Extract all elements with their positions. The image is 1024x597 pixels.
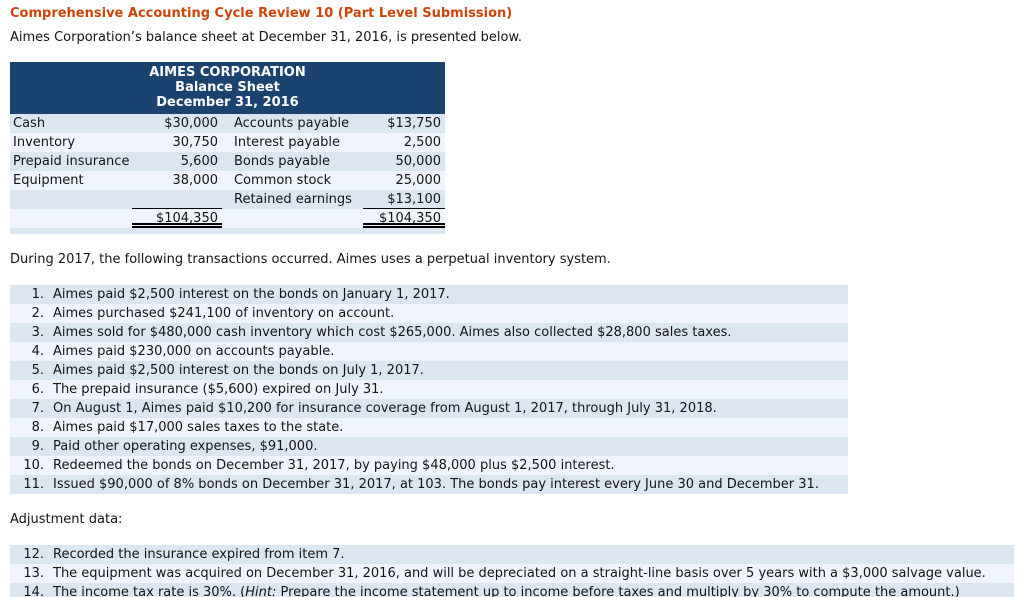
bs-asset-label: Cash: [13, 116, 46, 131]
item-number: 4.: [31, 344, 44, 359]
item-number: 9.: [31, 439, 44, 454]
bs-asset-amount: $30,000: [164, 116, 218, 131]
item-text: Paid other operating expenses, $91,000.: [53, 439, 318, 454]
item-text: The prepaid insurance ($5,600) expired o…: [53, 382, 384, 397]
transaction-item: 6. The prepaid insurance ($5,600) expire…: [10, 380, 848, 399]
bs-liability-amount: $13,750: [387, 116, 441, 131]
item-number: 13.: [23, 566, 44, 581]
bs-liability-amount: 25,000: [395, 173, 442, 188]
adjustment-item: 13. The equipment was acquired on Decemb…: [10, 564, 1014, 583]
transaction-list: 1. Aimes paid $2,500 interest on the bon…: [10, 285, 1024, 494]
bs-asset-label: [10, 190, 132, 209]
bs-liability-label: Accounts payable: [234, 116, 350, 131]
bs-asset-amount: [132, 190, 222, 209]
item-text: The equipment was acquired on December 3…: [53, 566, 986, 581]
transaction-item: 11. Issued $90,000 of 8% bonds on Decemb…: [10, 475, 848, 494]
transaction-item: 8. Aimes paid $17,000 sales taxes to the…: [10, 418, 848, 437]
bs-statement-title: Balance Sheet: [175, 80, 280, 95]
page-title: Comprehensive Accounting Cycle Review 10…: [10, 6, 513, 21]
item-text: Redeemed the bonds on December 31, 2017,…: [53, 458, 615, 473]
bs-liability-amount: $13,100: [363, 190, 445, 209]
item-number: 1.: [31, 287, 44, 302]
adjustment-item: 14. The income tax rate is 30%. (Hint: P…: [10, 583, 1014, 597]
item-text: Aimes paid $17,000 sales taxes to the st…: [53, 420, 344, 435]
adjustment-heading: Adjustment data:: [10, 512, 123, 527]
item-number: 2.: [31, 306, 44, 321]
bs-asset-amount: 5,600: [180, 154, 218, 169]
balance-sheet-header: AIMES CORPORATION Balance Sheet December…: [10, 62, 445, 114]
item-hint-italic: Hint:: [245, 585, 277, 597]
transaction-item: 4. Aimes paid $230,000 on accounts payab…: [10, 342, 848, 361]
transaction-item: 5. Aimes paid $2,500 interest on the bon…: [10, 361, 848, 380]
table-row: Equipment 38,000 Common stock 25,000: [10, 171, 445, 190]
table-row: Retained earnings $13,100: [10, 190, 445, 209]
item-number: 3.: [31, 325, 44, 340]
transaction-item: 7. On August 1, Aimes paid $10,200 for i…: [10, 399, 848, 418]
bs-statement-date: December 31, 2016: [156, 95, 299, 110]
item-text: The income tax rate is 30%. (Hint: Prepa…: [53, 583, 960, 597]
table-row: Inventory 30,750 Interest payable 2,500: [10, 133, 445, 152]
adjustment-item: 12. Recorded the insurance expired from …: [10, 545, 1014, 564]
item-number: 8.: [31, 420, 44, 435]
bs-liability-amount: 2,500: [403, 135, 441, 150]
bs-asset-label: [10, 209, 132, 228]
bs-asset-label: Inventory: [13, 135, 76, 150]
item-text: On August 1, Aimes paid $10,200 for insu…: [53, 401, 717, 416]
item-text: Aimes paid $230,000 on accounts payable.: [53, 344, 335, 359]
bs-liability-label: Retained earnings: [234, 192, 352, 207]
transaction-item: 10. Redeemed the bonds on December 31, 2…: [10, 456, 848, 475]
item-text: Aimes sold for $480,000 cash inventory w…: [53, 325, 732, 340]
item-text: Recorded the insurance expired from item…: [53, 547, 345, 562]
adjustment-list: 12. Recorded the insurance expired from …: [10, 545, 1024, 597]
balance-sheet-table: AIMES CORPORATION Balance Sheet December…: [10, 62, 445, 234]
bs-liability-label: Bonds payable: [234, 154, 331, 169]
item-number: 10.: [23, 458, 44, 473]
table-row: Cash $30,000 Accounts payable $13,750: [10, 114, 445, 133]
bs-assets-total: $104,350: [132, 209, 222, 228]
bs-asset-label: Prepaid insurance: [13, 154, 130, 169]
item-text: Aimes purchased $241,100 of inventory on…: [53, 306, 395, 321]
bs-company-name: AIMES CORPORATION: [149, 65, 306, 80]
bs-liability-label: Interest payable: [234, 135, 340, 150]
bs-liability-label: Common stock: [234, 173, 332, 188]
transaction-item: 1. Aimes paid $2,500 interest on the bon…: [10, 285, 848, 304]
item-text: Aimes paid $2,500 interest on the bonds …: [53, 363, 424, 378]
table-row: Prepaid insurance 5,600 Bonds payable 50…: [10, 152, 445, 171]
bs-asset-amount: 30,750: [172, 135, 219, 150]
item-number: 12.: [23, 547, 44, 562]
item-text: Aimes paid $2,500 interest on the bonds …: [53, 287, 450, 302]
item-text: Issued $90,000 of 8% bonds on December 3…: [53, 477, 819, 492]
table-row-totals: $104,350 $104,350: [10, 209, 445, 228]
bs-asset-amount: 38,000: [172, 173, 219, 188]
bs-asset-label: Equipment: [13, 173, 84, 188]
item-number: 11.: [23, 477, 44, 492]
item-number: 14.: [23, 585, 44, 597]
intro-text: Aimes Corporation’s balance sheet at Dec…: [10, 30, 523, 45]
item-text-post: Prepare the income statement up to incom…: [276, 585, 960, 597]
transaction-item: 3. Aimes sold for $480,000 cash inventor…: [10, 323, 848, 342]
transaction-item: 9. Paid other operating expenses, $91,00…: [10, 437, 848, 456]
item-number: 7.: [31, 401, 44, 416]
bs-liabilities-total: $104,350: [363, 209, 445, 228]
bs-liability-label: [222, 209, 363, 228]
transactions-intro: During 2017, the following transactions …: [10, 252, 611, 267]
item-number: 5.: [31, 363, 44, 378]
item-text-pre: The income tax rate is 30%. (: [53, 585, 246, 597]
bs-liability-amount: 50,000: [395, 154, 442, 169]
item-number: 6.: [31, 382, 44, 397]
transaction-item: 2. Aimes purchased $241,100 of inventory…: [10, 304, 848, 323]
